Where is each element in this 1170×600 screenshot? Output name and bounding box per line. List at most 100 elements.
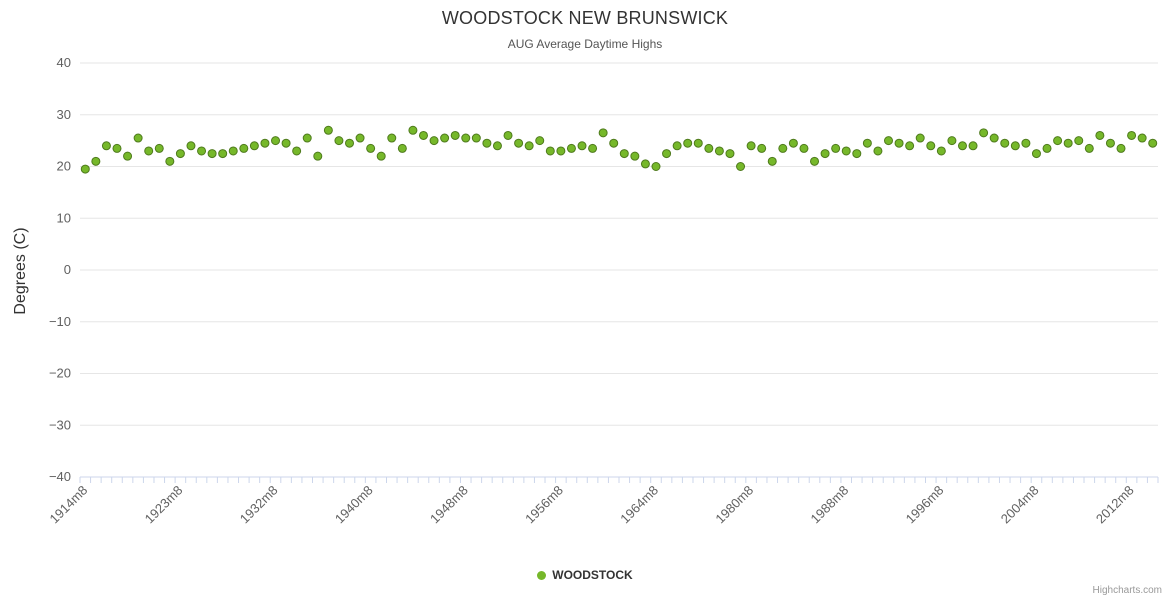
data-point[interactable] [1105, 138, 1115, 148]
data-point[interactable] [228, 146, 238, 156]
data-point[interactable] [905, 141, 915, 151]
data-point[interactable] [630, 151, 640, 161]
data-point[interactable] [175, 149, 185, 159]
data-point[interactable] [345, 138, 354, 148]
data-point[interactable] [693, 138, 703, 148]
data-point[interactable] [640, 159, 650, 169]
data-point[interactable] [862, 138, 872, 148]
data-point[interactable] [714, 146, 724, 156]
data-point[interactable] [831, 143, 841, 153]
data-point[interactable] [651, 162, 661, 171]
data-point[interactable] [133, 133, 143, 143]
data-point[interactable] [968, 141, 978, 151]
data-point[interactable] [852, 149, 862, 159]
data-point[interactable] [1063, 138, 1073, 148]
data-point[interactable] [91, 156, 101, 166]
data-point[interactable] [566, 143, 576, 153]
data-point[interactable] [239, 143, 249, 153]
data-point[interactable] [376, 151, 386, 161]
data-point[interactable] [704, 143, 714, 153]
data-point[interactable] [884, 136, 893, 146]
data-point[interactable] [503, 130, 513, 140]
data-point[interactable] [915, 133, 925, 143]
data-point[interactable] [260, 138, 270, 148]
data-point[interactable] [1116, 143, 1126, 153]
data-point[interactable] [154, 143, 164, 153]
data-point[interactable] [514, 138, 524, 148]
data-point[interactable] [619, 149, 629, 159]
data-point[interactable] [873, 146, 883, 156]
data-point[interactable] [249, 141, 259, 151]
data-point[interactable] [387, 133, 397, 143]
data-point[interactable] [957, 141, 967, 151]
data-point[interactable] [788, 138, 798, 148]
data-point[interactable] [556, 146, 566, 156]
data-point[interactable] [292, 146, 302, 156]
data-point[interactable] [1127, 130, 1137, 140]
data-point[interactable] [767, 156, 777, 166]
data-point[interactable] [450, 130, 460, 140]
data-point[interactable] [207, 149, 217, 159]
data-point[interactable] [323, 125, 333, 135]
data-point[interactable] [429, 136, 439, 146]
data-point[interactable] [598, 128, 608, 138]
data-point[interactable] [1137, 133, 1147, 143]
data-point[interactable] [746, 141, 756, 151]
data-point[interactable] [408, 125, 418, 135]
data-point[interactable] [186, 141, 196, 151]
data-point[interactable] [662, 149, 672, 159]
data-point[interactable] [524, 141, 534, 151]
data-point[interactable] [1148, 138, 1158, 148]
data-point[interactable] [810, 156, 820, 166]
data-point[interactable] [271, 136, 281, 146]
legend-item-woodstock[interactable]: WOODSTOCK [0, 568, 1170, 582]
data-point[interactable] [440, 133, 450, 143]
data-point[interactable] [197, 146, 207, 156]
data-point[interactable] [894, 138, 904, 148]
data-point[interactable] [725, 149, 735, 159]
data-point[interactable] [736, 162, 746, 171]
data-point[interactable] [609, 138, 619, 148]
data-point[interactable] [1010, 141, 1020, 151]
data-point[interactable] [979, 128, 989, 138]
data-point[interactable] [313, 151, 323, 161]
data-point[interactable] [123, 151, 133, 161]
data-point[interactable] [1042, 143, 1052, 153]
data-point[interactable] [926, 141, 936, 151]
data-point[interactable] [418, 130, 428, 140]
credits-link[interactable]: Highcharts.com [1092, 585, 1162, 596]
data-point[interactable] [492, 141, 502, 151]
data-point[interactable] [1053, 136, 1063, 146]
data-point[interactable] [1031, 149, 1041, 159]
data-point[interactable] [936, 146, 946, 156]
data-point[interactable] [1095, 130, 1105, 140]
data-point[interactable] [281, 138, 291, 148]
data-point[interactable] [683, 138, 693, 148]
data-point[interactable] [165, 156, 175, 166]
data-point[interactable] [672, 141, 682, 151]
data-point[interactable] [101, 141, 111, 151]
data-point[interactable] [989, 133, 999, 143]
data-point[interactable] [366, 143, 376, 153]
data-point[interactable] [799, 143, 809, 153]
data-point[interactable] [112, 143, 122, 153]
data-point[interactable] [841, 146, 851, 156]
data-point[interactable] [577, 141, 587, 151]
data-point[interactable] [355, 133, 365, 143]
data-point[interactable] [545, 146, 555, 156]
data-point[interactable] [461, 133, 471, 143]
data-point[interactable] [1021, 138, 1031, 148]
data-point[interactable] [1000, 138, 1010, 148]
data-point[interactable] [947, 136, 957, 146]
data-point[interactable] [482, 138, 492, 148]
data-point[interactable] [80, 164, 90, 174]
data-point[interactable] [302, 133, 312, 143]
data-point[interactable] [471, 133, 481, 143]
data-point[interactable] [820, 149, 830, 159]
data-point[interactable] [144, 146, 154, 156]
data-point[interactable] [397, 143, 407, 153]
data-point[interactable] [588, 143, 598, 153]
data-point[interactable] [1084, 143, 1094, 153]
data-point[interactable] [757, 143, 767, 153]
data-point[interactable] [334, 136, 344, 146]
